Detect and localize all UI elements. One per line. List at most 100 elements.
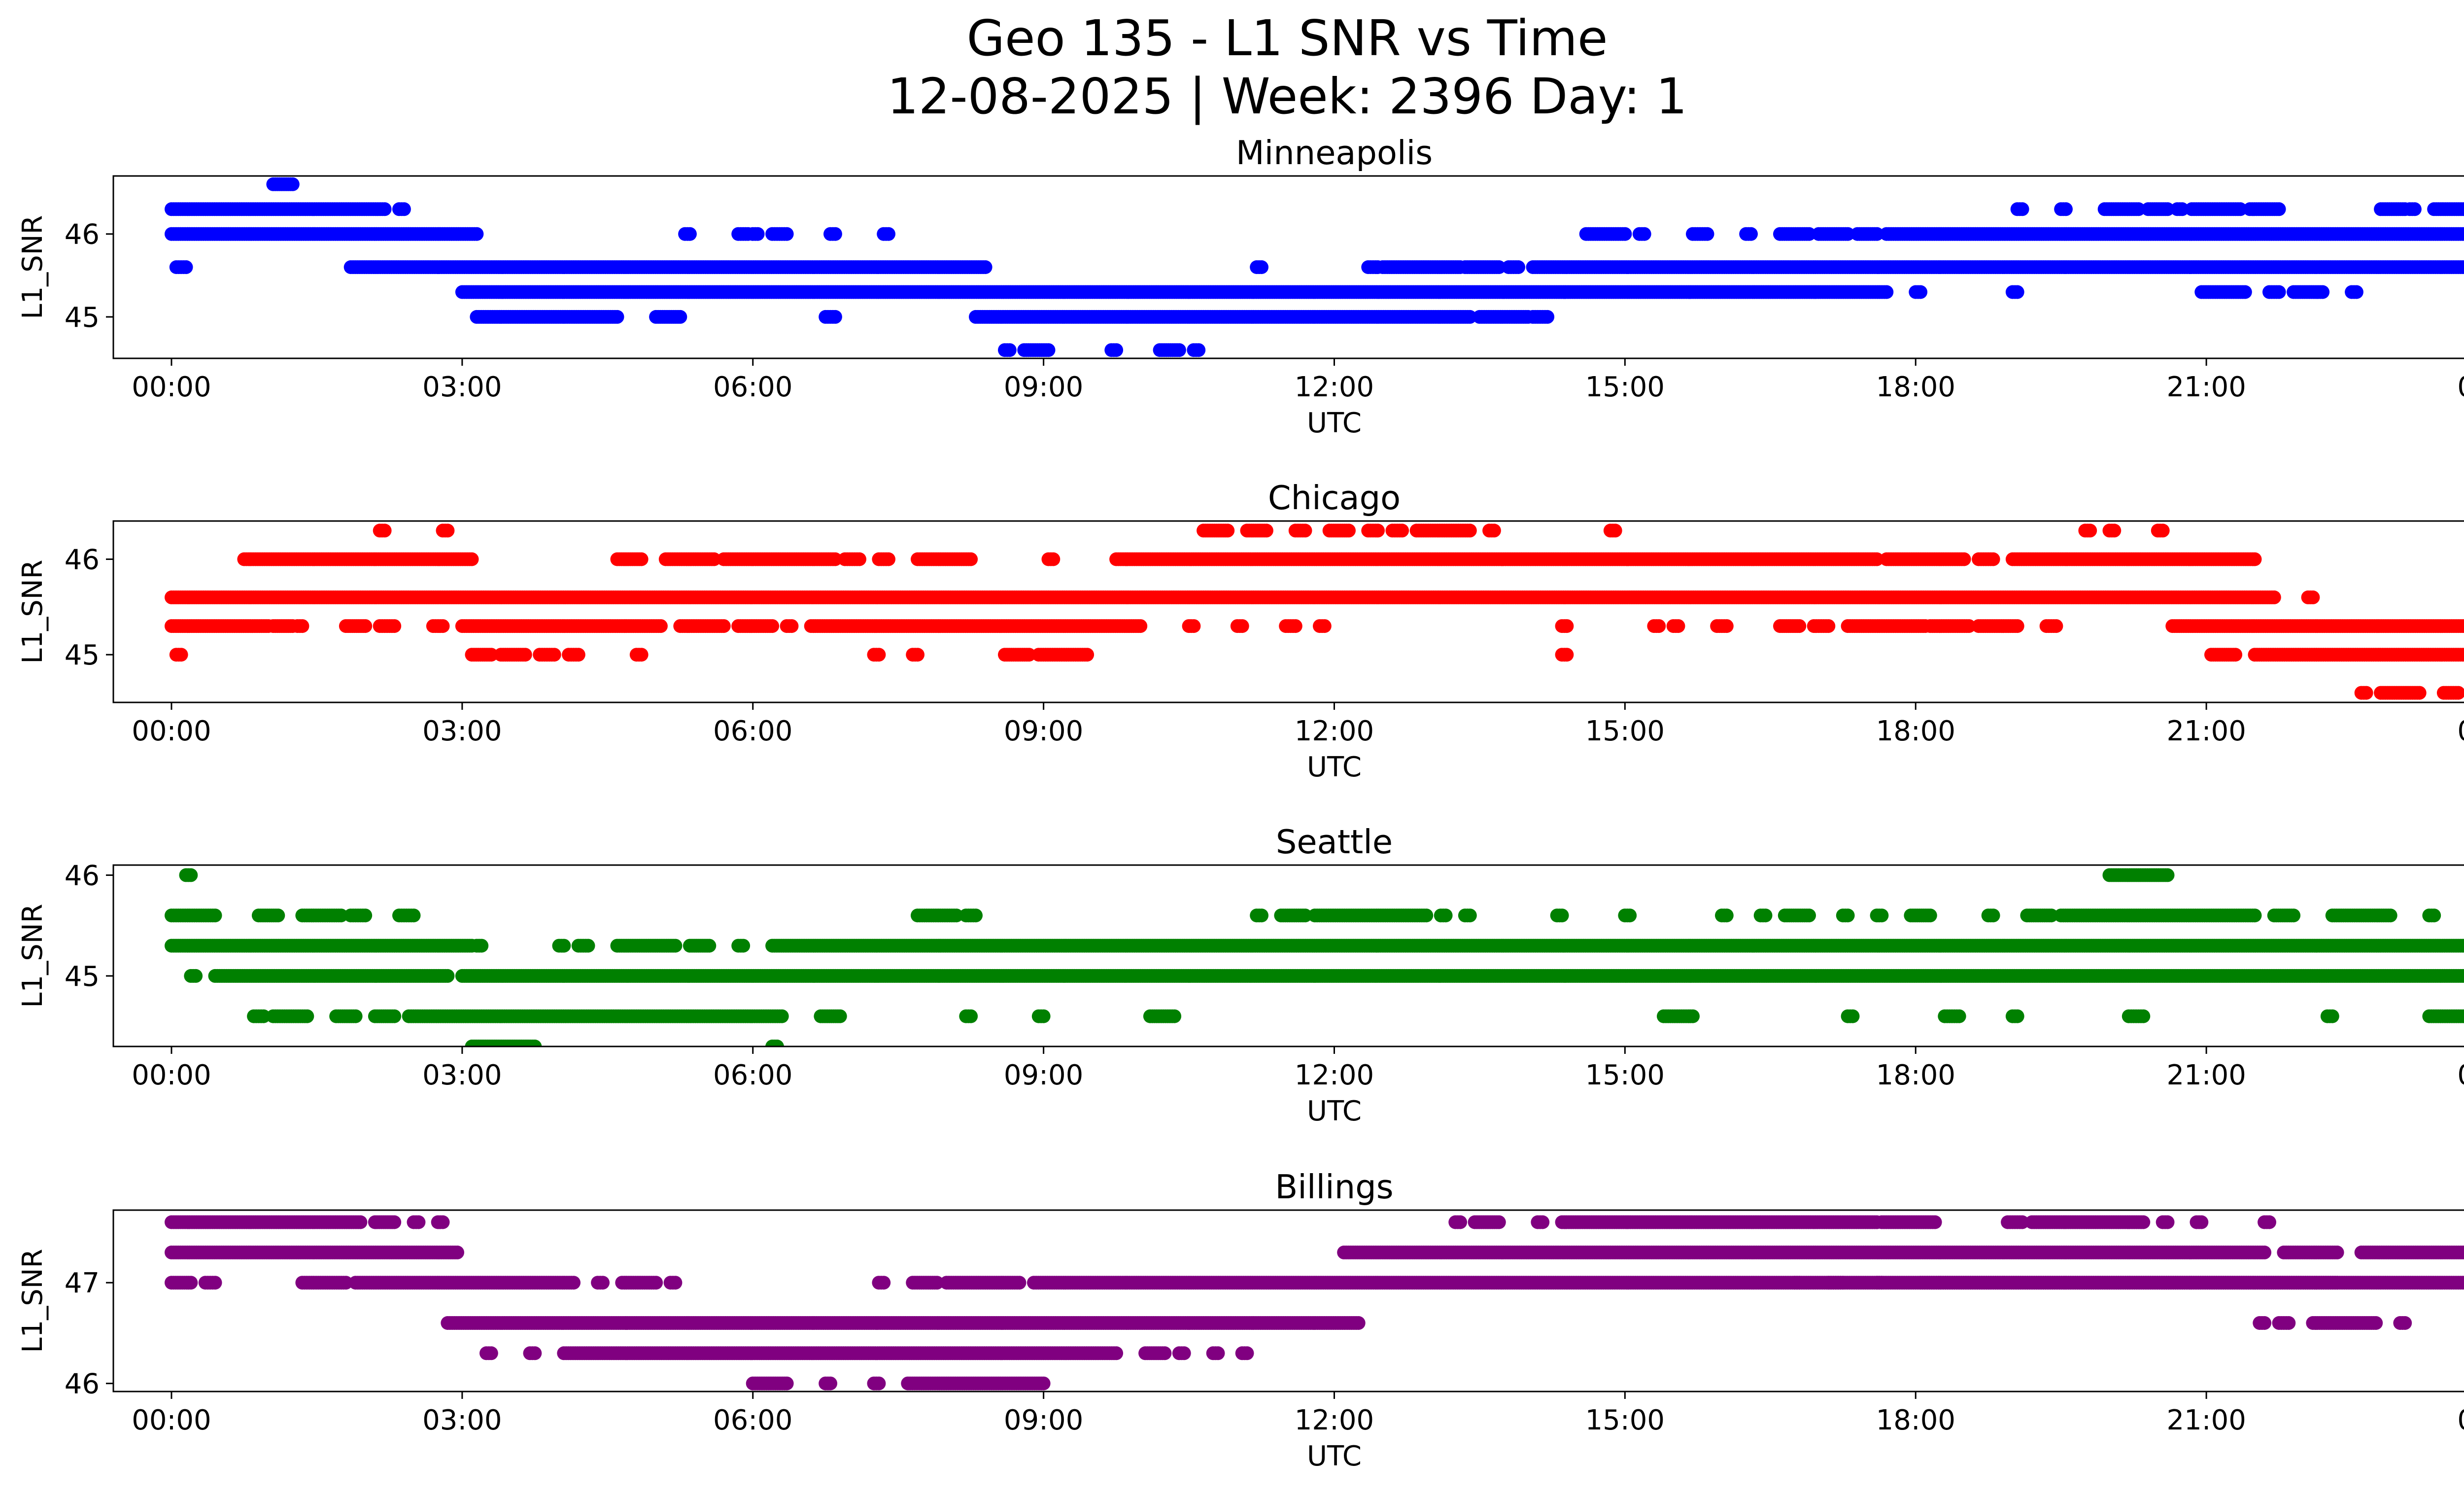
data-point (1652, 619, 1666, 633)
y-tick-label: 45 (65, 302, 100, 334)
data-point (1463, 523, 1477, 537)
data-point (2049, 619, 2063, 633)
subplot-title: Chicago (1268, 479, 1401, 517)
data-point (2107, 523, 2121, 537)
y-tick-label: 46 (65, 219, 100, 251)
x-axis-label: UTC (1307, 407, 1362, 439)
data-point (2156, 523, 2170, 537)
data-point (780, 227, 794, 241)
data-point (1792, 619, 1806, 633)
data-point (882, 227, 895, 241)
data-point (611, 310, 624, 324)
data-point (1638, 227, 1651, 241)
data-point (1318, 619, 1332, 633)
data-point (2272, 202, 2286, 216)
data-point (1957, 553, 1971, 566)
data-point (1299, 523, 1312, 537)
data-point (1618, 227, 1632, 241)
data-point (1260, 523, 1273, 537)
x-tick-label: 00:00 (2457, 371, 2464, 403)
data-point (765, 619, 779, 633)
data-point (378, 202, 392, 216)
data-point (1701, 227, 1714, 241)
data-point (2016, 202, 2029, 216)
data-point (2306, 591, 2320, 604)
data-point (295, 619, 309, 633)
data-point (1560, 648, 1574, 661)
data-point (2011, 619, 2024, 633)
data-point (358, 619, 372, 633)
data-point (882, 553, 895, 566)
data-point (1744, 227, 1758, 241)
data-point (2083, 523, 2097, 537)
data-point (1672, 619, 1685, 633)
data-point (635, 648, 649, 661)
data-point (1986, 553, 2000, 566)
data-point (751, 227, 765, 241)
data-point (1289, 619, 1302, 633)
data-point (1003, 343, 1017, 357)
data-point (828, 227, 842, 241)
data-point (673, 310, 687, 324)
data-point (1255, 260, 1268, 274)
data-point (1608, 523, 1622, 537)
data-point (174, 648, 188, 661)
data-point (2350, 285, 2363, 299)
x-tick-label: 00:00 (132, 371, 211, 403)
data-point (872, 648, 886, 661)
y-axis-label: L1_SNR (17, 215, 49, 319)
x-tick-label: 09:00 (1004, 371, 1083, 403)
figure-title-line-1: Geo 135 - L1 SNR vs Time (967, 9, 1608, 67)
data-point (1133, 619, 1147, 633)
data-point (1914, 285, 1927, 299)
data-point (964, 553, 978, 566)
data-point (1880, 285, 1893, 299)
data-point (2267, 591, 2281, 604)
data-point (1046, 553, 1060, 566)
figure-title-line-2: 12-08-2025 | Week: 2396 Day: 1 (887, 68, 1687, 125)
data-point (2248, 553, 2262, 566)
x-tick-label: 12:00 (1295, 371, 1374, 403)
data-point (397, 202, 411, 216)
data-point (1821, 619, 1835, 633)
data-point (1042, 343, 1056, 357)
data-point (1187, 619, 1200, 633)
x-tick-label: 03:00 (422, 371, 502, 403)
data-point (1342, 523, 1356, 537)
data-point (717, 619, 731, 633)
data-point (436, 619, 450, 633)
subplot-title: Minneapolis (1236, 134, 1433, 172)
data-point (286, 177, 300, 191)
data-point (518, 648, 532, 661)
data-point (1109, 343, 1123, 357)
data-point (1371, 523, 1385, 537)
x-tick-label: 06:00 (713, 371, 792, 403)
data-point (387, 619, 401, 633)
data-point (1540, 310, 1554, 324)
data-point (785, 619, 798, 633)
data-point (2316, 285, 2329, 299)
x-tick-label: 21:00 (2166, 371, 2246, 403)
scatter-series (165, 177, 2464, 357)
data-point (378, 523, 392, 537)
data-point (1395, 523, 1409, 537)
data-point (853, 553, 866, 566)
data-point (2408, 202, 2422, 216)
data-point (654, 619, 668, 633)
data-point (1080, 648, 1094, 661)
data-point (1235, 619, 1249, 633)
data-point (1511, 260, 1525, 274)
data-point (548, 648, 561, 661)
x-tick-label: 18:00 (1876, 371, 1955, 403)
data-point (572, 648, 585, 661)
data-point (828, 310, 842, 324)
data-point (1221, 523, 1234, 537)
data-point (1560, 619, 1574, 633)
data-point (1487, 523, 1501, 537)
data-point (2272, 285, 2286, 299)
